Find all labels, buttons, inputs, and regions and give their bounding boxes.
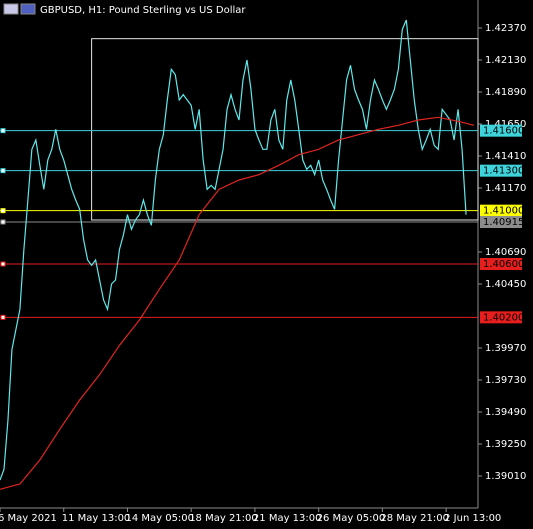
- level-label-bg: [480, 124, 522, 137]
- x-tick-label: 26 May 05:00: [317, 513, 386, 524]
- x-tick-label: 21 May 13:00: [253, 513, 322, 524]
- y-tick-label: 1.39730: [485, 375, 526, 386]
- series-line: [0, 19, 467, 481]
- x-tick-label: 28 May 21:00: [380, 513, 449, 524]
- level-label-bg: [480, 258, 522, 270]
- level-label-bg: [480, 204, 522, 217]
- level-label: 1.41300: [483, 166, 524, 177]
- y-tick-label: 1.41650: [485, 119, 526, 130]
- level-label-bg: [480, 311, 522, 324]
- chart-title: GBPUSD, H1: Pound Sterling vs US Dollar: [40, 5, 246, 16]
- level-marker: [0, 219, 6, 225]
- y-tick-label: 1.39970: [485, 343, 526, 354]
- y-tick-label: 1.41410: [485, 151, 526, 162]
- y-tick-label: 1.40450: [485, 279, 526, 290]
- x-tick-label: 14 May 05:00: [125, 513, 194, 524]
- y-tick-label: 1.39490: [485, 407, 526, 418]
- level-marker: [0, 208, 6, 214]
- level-label: 1.41000: [483, 206, 524, 217]
- y-tick-label: 1.41890: [485, 87, 526, 98]
- x-tick-label: 6 May 2021: [0, 513, 57, 524]
- flag-icon: [3, 3, 19, 15]
- level-marker: [0, 314, 6, 320]
- level-marker: [0, 261, 6, 267]
- level-label-bg: [480, 216, 522, 228]
- level-label: 1.40600: [483, 259, 524, 270]
- x-tick-label: 18 May 21:00: [189, 513, 258, 524]
- x-tick-label: 2 Jun 13:00: [444, 513, 501, 524]
- y-tick-label: 1.39250: [485, 439, 526, 450]
- y-tick-label: 1.40690: [485, 247, 526, 258]
- y-tick-label: 1.42370: [485, 23, 526, 34]
- level-marker: [0, 128, 6, 134]
- level-label: 1.40200: [483, 312, 524, 323]
- y-tick-label: 1.39010: [485, 471, 526, 482]
- level-label-bg: [480, 164, 522, 177]
- level-marker: [0, 168, 6, 174]
- flag-icon: [20, 3, 36, 15]
- level-label: 1.41600: [483, 126, 524, 137]
- rectangle-object: [91, 38, 479, 221]
- y-tick-label: 1.41170: [485, 183, 526, 194]
- series-line: [0, 116, 475, 490]
- y-tick-label: 1.42130: [485, 55, 526, 66]
- x-tick-label: 11 May 13:00: [62, 513, 131, 524]
- level-label: 1.40915: [483, 217, 524, 228]
